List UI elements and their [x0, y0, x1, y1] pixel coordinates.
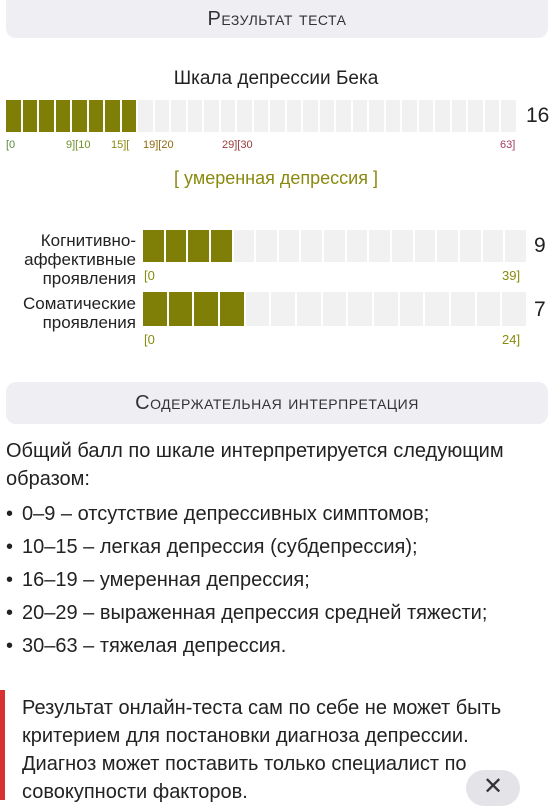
- bar-segment-empty: [336, 100, 353, 132]
- bar-segment-filled: [72, 100, 89, 132]
- bar-segment-empty: [237, 100, 254, 132]
- list-item: • 16–19 – умеренная депрессия;: [6, 569, 310, 591]
- bar-segment-filled: [39, 100, 56, 132]
- bar-segment-empty: [348, 292, 374, 326]
- disclaimer-note: Результат онлайн-теста сам по себе не мо…: [22, 697, 502, 803]
- bar-segment-empty: [484, 100, 502, 132]
- bar-segment-empty: [187, 100, 205, 132]
- somatic-score: 7: [534, 298, 546, 321]
- bar-segment-empty: [171, 100, 188, 132]
- bar-segment-filled: [143, 230, 166, 262]
- bar-segment-empty: [296, 292, 323, 326]
- note-accent-bar: [0, 690, 5, 800]
- list-item: • 30–63 – тяжелая депрессия.: [6, 635, 287, 657]
- bar-segment-empty: [233, 230, 257, 262]
- bar-segment-empty: [399, 292, 426, 326]
- bar-segment-empty: [352, 100, 370, 132]
- bar-segment-empty: [418, 100, 436, 132]
- bar-segment-empty: [451, 100, 469, 132]
- bar-segment-empty: [322, 292, 349, 326]
- bar-segment-empty: [373, 292, 400, 326]
- bar-segment-empty: [204, 100, 221, 132]
- tick-label: 29][30: [222, 139, 253, 151]
- result-header: Результат теста: [6, 0, 548, 38]
- list-item: • 0–9 – отсутствие депрессивных симптомов…: [6, 503, 430, 525]
- bar-segment-filled: [188, 230, 211, 262]
- bar-segment-filled: [165, 230, 189, 262]
- bar-segment-empty: [435, 100, 452, 132]
- bar-segment-filled: [219, 292, 246, 326]
- bar-segment-filled: [22, 100, 40, 132]
- bar-segment-filled: [121, 100, 139, 132]
- bar-segment-empty: [402, 100, 419, 132]
- cognitive-score: 9: [534, 234, 546, 257]
- bar-segment-empty: [437, 230, 460, 262]
- bar-segment-filled: [143, 292, 169, 326]
- bar-segment-empty: [319, 100, 337, 132]
- bar-segment-empty: [414, 230, 438, 262]
- bar-segment-empty: [256, 230, 279, 262]
- bar-segment-filled: [105, 100, 122, 132]
- bar-segment-empty: [271, 292, 297, 326]
- bar-segment-empty: [450, 292, 477, 326]
- bar-segment-empty: [286, 100, 304, 132]
- cognitive-min-label: [0: [144, 268, 155, 283]
- somatic-score-bar: [143, 292, 528, 326]
- interpretation-header: Содержательная интерпретация: [6, 382, 548, 424]
- bar-segment-empty: [245, 292, 272, 326]
- bar-segment-empty: [270, 100, 287, 132]
- tick-label: [0: [6, 139, 16, 151]
- verdict-label: [ умеренная депрессия ]: [174, 168, 378, 188]
- main-score: 16: [526, 104, 550, 127]
- somatic-min-label: [0: [144, 332, 155, 347]
- bar-segment-empty: [502, 292, 528, 326]
- list-item: • 20–29 – выраженная депрессия средней тя…: [6, 602, 488, 624]
- somatic-max-label: 24]: [502, 332, 521, 347]
- bar-segment-empty: [501, 100, 518, 132]
- close-icon: ✕: [482, 773, 504, 800]
- bar-segment-empty: [303, 100, 320, 132]
- tick-label: 9][10: [66, 139, 91, 151]
- main-score-bar: [6, 100, 518, 132]
- bar-segment-empty: [138, 100, 155, 132]
- bar-segment-empty: [324, 230, 347, 262]
- scale-title: Шкала депрессии Бека: [173, 68, 379, 89]
- bar-segment-filled: [55, 100, 73, 132]
- bar-segment-empty: [385, 100, 403, 132]
- bar-segment-filled: [210, 230, 234, 262]
- subscale-label-cognitive: Когнитивно-аффективные проявления: [24, 231, 136, 288]
- tick-label: 63]: [500, 139, 516, 151]
- tick-label: 15][: [111, 139, 130, 151]
- bar-segment-empty: [482, 230, 506, 262]
- bar-segment-empty: [476, 292, 503, 326]
- interpretation-intro: Общий балл по шкале интерпретируется сле…: [6, 440, 504, 490]
- bar-segment-empty: [369, 230, 393, 262]
- bar-segment-empty: [253, 100, 271, 132]
- bar-segment-filled: [88, 100, 106, 132]
- close-button[interactable]: ✕: [466, 770, 520, 806]
- bar-segment-empty: [505, 230, 528, 262]
- cognitive-max-label: 39]: [502, 268, 521, 283]
- bar-segment-filled: [194, 292, 220, 326]
- bar-segment-filled: [6, 100, 23, 132]
- bar-segment-empty: [459, 230, 483, 262]
- bar-segment-empty: [369, 100, 386, 132]
- cognitive-score-bar: [143, 230, 528, 262]
- subscale-label-somatic: Соматические проявления: [23, 294, 136, 332]
- bar-segment-empty: [392, 230, 415, 262]
- list-item: • 10–15 – легкая депрессия (субдепрессия)…: [6, 536, 418, 558]
- tick-label: 19][20: [143, 139, 174, 151]
- bar-segment-empty: [220, 100, 238, 132]
- bar-segment-empty: [301, 230, 325, 262]
- bar-segment-empty: [154, 100, 172, 132]
- bar-segment-empty: [346, 230, 370, 262]
- bar-segment-empty: [468, 100, 485, 132]
- bar-segment-empty: [425, 292, 451, 326]
- bar-segment-empty: [278, 230, 302, 262]
- bar-segment-filled: [168, 292, 195, 326]
